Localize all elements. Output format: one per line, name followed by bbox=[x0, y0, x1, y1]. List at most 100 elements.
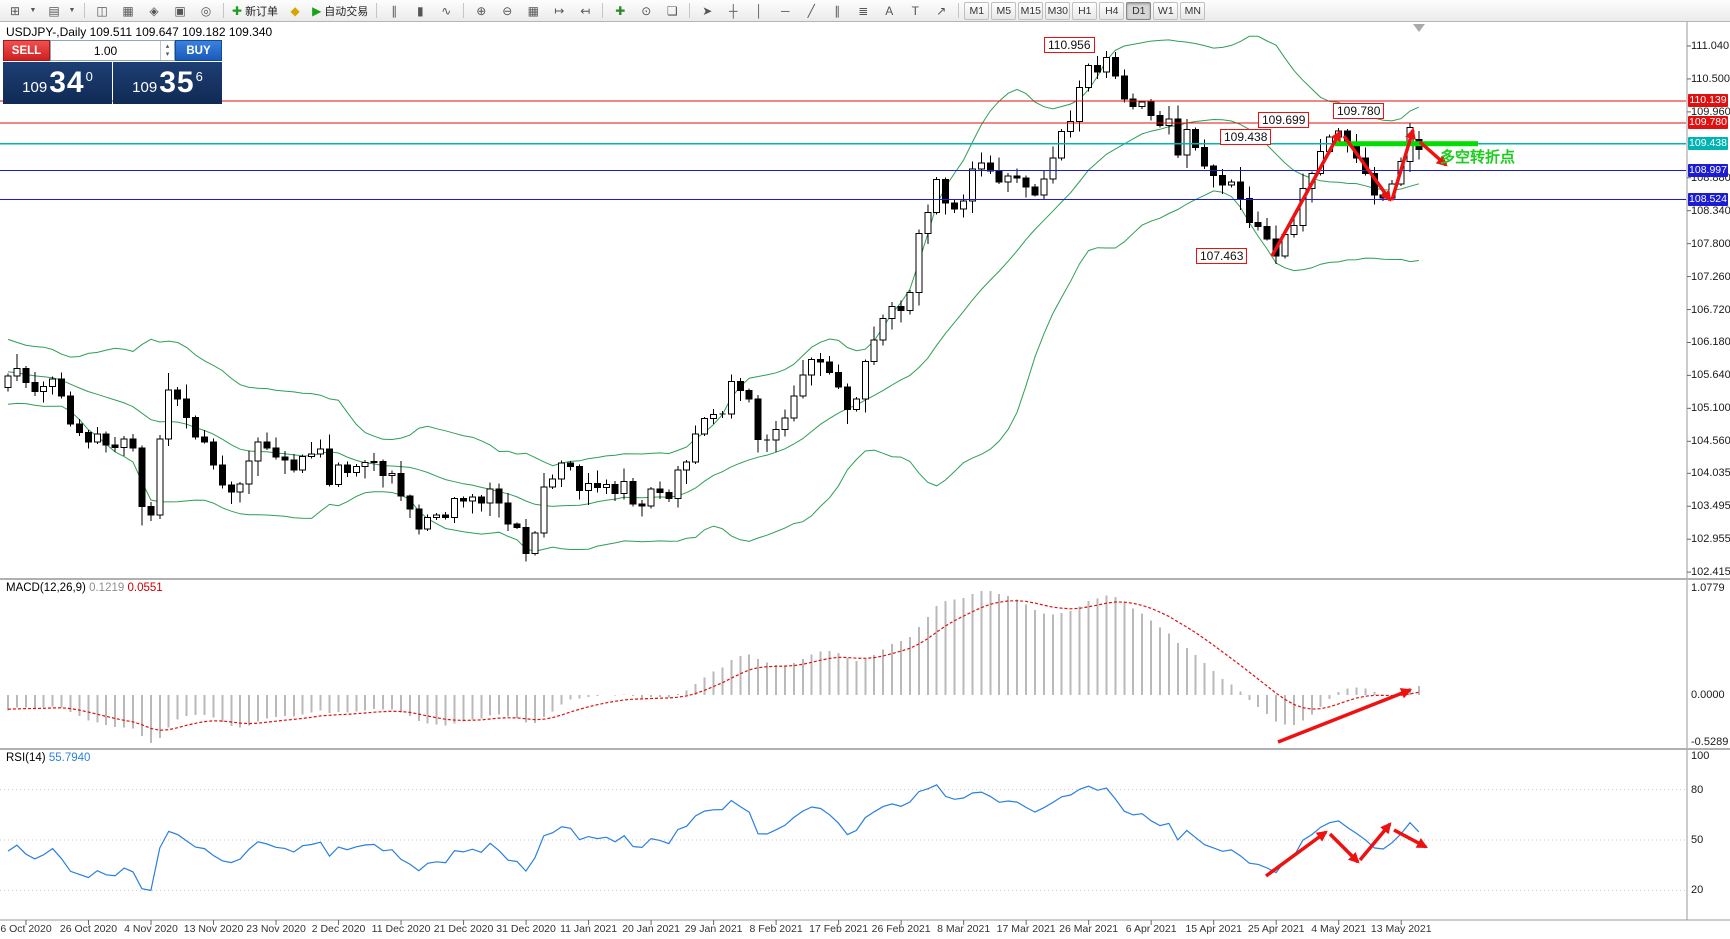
one-click-trading-panel: SELL 1.00 ▴ ▾ BUY 109 34 0 109 35 6 bbox=[3, 40, 222, 104]
time-axis-label: 8 Mar 2021 bbox=[937, 923, 991, 935]
candle-bear bbox=[111, 444, 119, 448]
timeframe-m5-button[interactable]: M5 bbox=[991, 1, 1017, 20]
line-chart-button[interactable]: ∿ bbox=[434, 1, 458, 21]
timeframe-m1-button[interactable]: M1 bbox=[964, 1, 990, 20]
price-axis-label: 105.100 bbox=[1691, 402, 1730, 415]
time-axis-label: 25 Apr 2021 bbox=[1247, 923, 1305, 935]
ask-price-display[interactable]: 109 35 6 bbox=[113, 62, 222, 104]
candle-bull bbox=[879, 318, 887, 341]
data-window-button[interactable]: ▦ bbox=[116, 1, 140, 21]
horizontal-line-button[interactable]: ─ bbox=[773, 1, 797, 21]
new-order-button[interactable]: ✚ 新订单 bbox=[229, 1, 281, 21]
navigator-button[interactable]: ◈ bbox=[142, 1, 166, 21]
timeframe-w1-button[interactable]: W1 bbox=[1153, 1, 1179, 20]
candle-bull bbox=[647, 488, 655, 507]
candle-bear bbox=[1218, 174, 1226, 186]
candle-bull bbox=[156, 438, 164, 516]
bar-chart-button[interactable]: ∥ bbox=[382, 1, 406, 21]
vertical-line-button[interactable]: │ bbox=[747, 1, 771, 21]
time-axis-label: 26 Oct 2020 bbox=[59, 923, 118, 935]
candle-bull bbox=[924, 212, 932, 234]
new-chart-dropdown-icon[interactable]: ▼ bbox=[26, 1, 40, 21]
buy-button[interactable]: BUY bbox=[175, 40, 222, 61]
candle-bull bbox=[977, 162, 985, 170]
profiles-button[interactable]: ▤ bbox=[42, 1, 66, 21]
candle-bear bbox=[31, 382, 39, 392]
spin-up-icon[interactable]: ▴ bbox=[165, 42, 170, 50]
timeframe-m30-button[interactable]: M30 bbox=[1045, 1, 1071, 20]
text-label-button[interactable]: T bbox=[903, 1, 927, 21]
candle-bull bbox=[1058, 130, 1066, 159]
trendline-button[interactable]: ╱ bbox=[799, 1, 823, 21]
ask-price-pips: 35 bbox=[159, 66, 195, 99]
zoom-in-button[interactable]: ⊕ bbox=[469, 1, 493, 21]
candle-bear bbox=[138, 447, 146, 508]
timeframe-h4-button[interactable]: H4 bbox=[1099, 1, 1125, 20]
channel-button[interactable]: ∥ bbox=[825, 1, 849, 21]
candle-bull bbox=[1004, 175, 1012, 183]
zoom-out-button[interactable]: ⊖ bbox=[495, 1, 519, 21]
crosshair-button[interactable]: ┼ bbox=[721, 1, 745, 21]
rsi-panel-divider[interactable] bbox=[0, 748, 1730, 750]
ask-price-major: 109 bbox=[132, 79, 158, 96]
price-axis-label: 104.035 bbox=[1691, 467, 1730, 480]
candle-bear bbox=[1013, 175, 1021, 179]
timeframe-d1-button[interactable]: D1 bbox=[1126, 1, 1152, 20]
arrows-tool-button[interactable]: ↗ bbox=[929, 1, 953, 21]
toolbar-separator bbox=[602, 3, 604, 18]
profiles-dropdown-icon[interactable]: ▼ bbox=[65, 1, 79, 21]
fibonacci-button[interactable]: ≣ bbox=[851, 1, 875, 21]
auto-scroll-button[interactable]: ↦ bbox=[547, 1, 571, 21]
timeframe-h1-button[interactable]: H1 bbox=[1072, 1, 1098, 20]
autotrading-button[interactable]: ▶ 自动交易 bbox=[309, 1, 371, 21]
candle-bear bbox=[218, 464, 226, 486]
candle-bull bbox=[1227, 181, 1235, 186]
indicators-button[interactable]: ✚ bbox=[608, 1, 632, 21]
candle-bear bbox=[22, 368, 30, 384]
candle-bull bbox=[308, 453, 316, 458]
candle-bull bbox=[352, 465, 360, 473]
sell-button[interactable]: SELL bbox=[3, 40, 50, 61]
candle-bull bbox=[424, 517, 432, 530]
metaeditor-button[interactable]: ◆ bbox=[283, 1, 307, 21]
candle-bull bbox=[40, 385, 48, 392]
terminal-button[interactable]: ▣ bbox=[168, 1, 192, 21]
auto-scroll-button-icon: ↦ bbox=[554, 3, 565, 18]
toolbar-separator bbox=[223, 3, 224, 18]
main-toolbar: ⊞ ▼ ▤ ▼ ◫ ▦ ◈ ▣ ◎ ✚ 新订单 ◆ ▶ 自动交易 ∥ ▮ ∿ ⊕ ⊖ ▦ ↦ ↤ ✚ ⊙ ❏ ➤ ┼ │ ─ ╱ ∥ ≣ A T ↗… bbox=[0, 0, 1730, 22]
rsi-axis-label: 100 bbox=[1691, 750, 1710, 762]
candle-bull bbox=[933, 179, 941, 214]
macd-panel-divider[interactable] bbox=[0, 578, 1730, 580]
candle-bear bbox=[986, 162, 994, 172]
cursor-button[interactable]: ➤ bbox=[695, 1, 719, 21]
templates-button[interactable]: ❏ bbox=[660, 1, 684, 21]
timeframe-m15-button[interactable]: M15 bbox=[1018, 1, 1044, 20]
candle-bull bbox=[701, 418, 709, 435]
time-axis-label: 13 Nov 2020 bbox=[183, 923, 244, 935]
market-watch-button[interactable]: ◫ bbox=[90, 1, 114, 21]
tile-windows-button[interactable]: ▦ bbox=[521, 1, 545, 21]
zoom-out-button-icon: ⊖ bbox=[502, 3, 513, 18]
ask-price-fraction: 6 bbox=[195, 69, 203, 84]
candle-bull bbox=[852, 398, 860, 411]
time-axis-label: 17 Feb 2021 bbox=[809, 923, 869, 935]
candlestick-chart-button[interactable]: ▮ bbox=[408, 1, 432, 21]
text-button[interactable]: A bbox=[877, 1, 901, 21]
candle-bull bbox=[165, 389, 173, 440]
volume-spinner[interactable]: ▴ ▾ bbox=[160, 41, 174, 60]
bid-price-display[interactable]: 109 34 0 bbox=[3, 62, 112, 104]
text-label-button-icon: T bbox=[911, 3, 919, 18]
crosshair-button-icon: ┼ bbox=[729, 3, 738, 18]
chart-shift-button[interactable]: ↤ bbox=[573, 1, 597, 21]
candle-bear bbox=[576, 465, 584, 492]
spin-down-icon[interactable]: ▾ bbox=[165, 50, 170, 58]
strategy-tester-button[interactable]: ◎ bbox=[194, 1, 218, 21]
price-axis-label: 107.800 bbox=[1691, 237, 1730, 250]
timeframe-mn-button[interactable]: MN bbox=[1180, 1, 1206, 20]
candle-bear bbox=[1093, 65, 1101, 73]
time-axis-label: 15 Apr 2021 bbox=[1185, 923, 1243, 935]
periods-dropdown[interactable]: ⊙ bbox=[634, 1, 658, 21]
volume-field[interactable]: 1.00 ▴ ▾ bbox=[50, 40, 175, 61]
new-chart-button[interactable]: ⊞ bbox=[3, 1, 27, 21]
